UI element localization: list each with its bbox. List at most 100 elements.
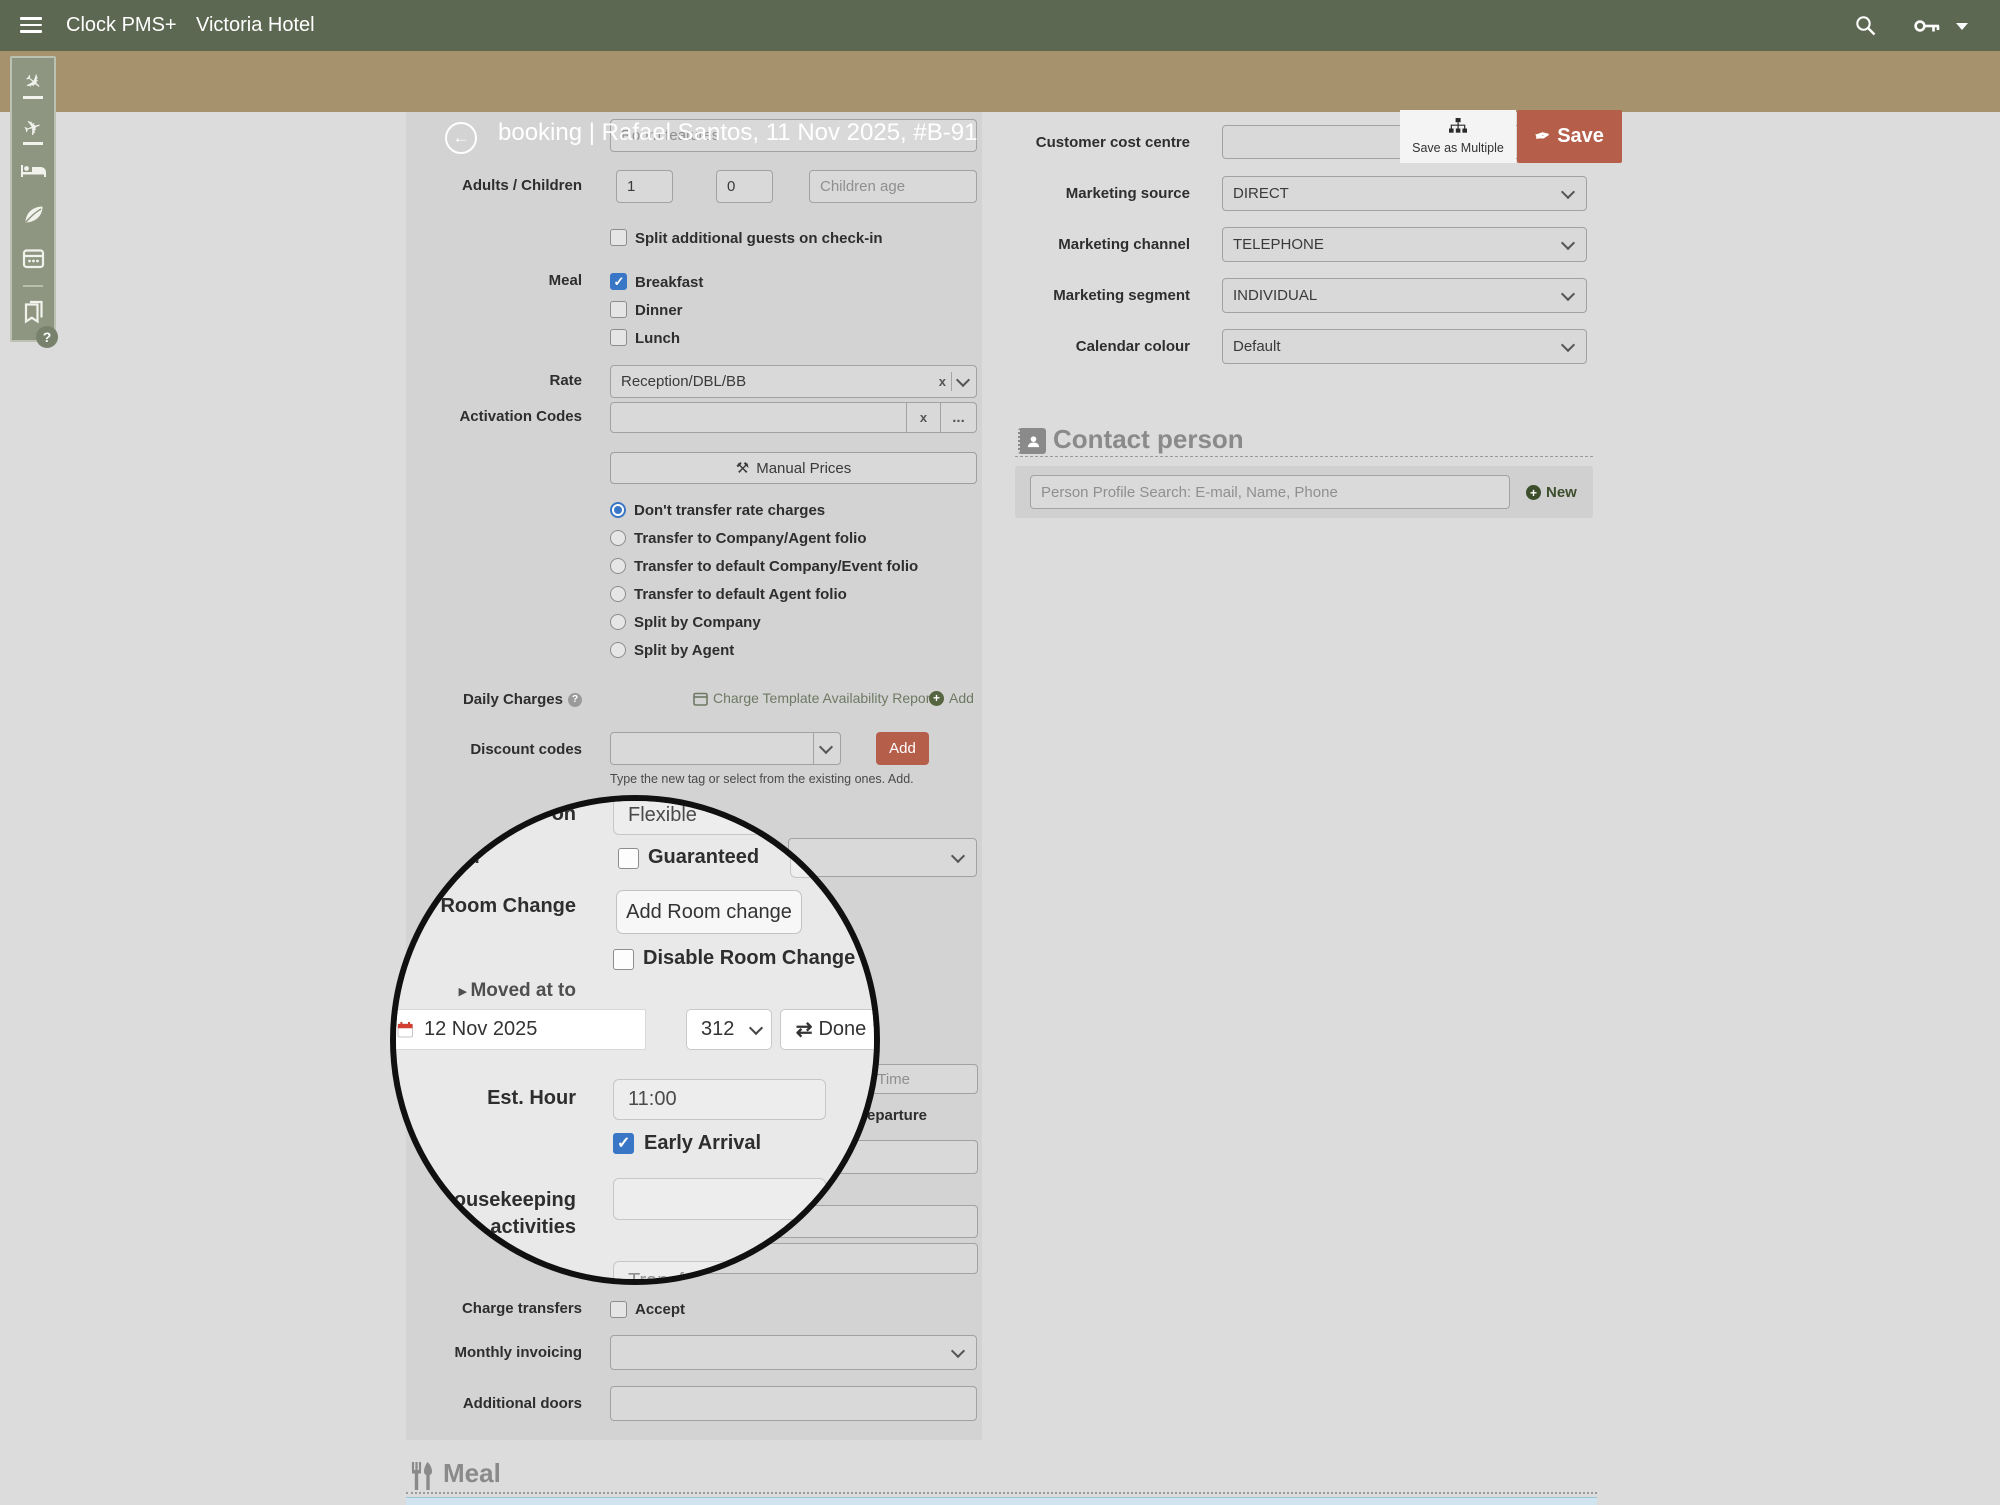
page-title: booking | Rafael Santos, 11 Nov 2025, #B… xyxy=(498,119,978,146)
triangle-right-icon: ▸ xyxy=(458,983,467,1000)
additional-doors-input[interactable] xyxy=(610,1386,977,1421)
guarantee-select-fragment[interactable] xyxy=(790,838,874,878)
adults-input[interactable]: 1 xyxy=(616,170,673,203)
new-contact-button[interactable]: + New xyxy=(1526,484,1577,501)
activation-more-button[interactable]: ... xyxy=(940,402,977,433)
split-guests-checkbox[interactable] xyxy=(610,229,627,246)
monthly-invoicing-select[interactable] xyxy=(610,1335,977,1370)
marketing-segment-select[interactable]: INDIVIDUAL xyxy=(1222,278,1587,313)
discount-codes-input[interactable] xyxy=(610,732,814,765)
marketing-segment-label: Marketing segment xyxy=(1053,287,1190,304)
adults-children-label: Adults / Children xyxy=(462,177,582,194)
moved-at-to-label[interactable]: ▸ Moved at to xyxy=(458,980,576,1001)
save-as-multiple-button[interactable]: Save as Multiple xyxy=(1400,110,1516,163)
daily-charges-add-link[interactable]: + Add xyxy=(929,690,974,706)
housekeeping-input[interactable] xyxy=(613,1178,826,1220)
calendar-colour-select[interactable]: Default xyxy=(1222,329,1587,364)
utensils-icon xyxy=(409,1461,436,1496)
accept-checkbox[interactable] xyxy=(610,1301,627,1318)
calendar-small-icon xyxy=(693,692,708,706)
radio-transfer-company-agent[interactable] xyxy=(610,530,626,546)
guaranteed-checkbox[interactable] xyxy=(618,848,639,869)
rate-value: Reception/DBL/BB xyxy=(621,373,747,390)
back-button[interactable]: ← xyxy=(445,122,477,154)
moved-date-input[interactable]: 12 Nov 2025 xyxy=(396,1009,646,1050)
contact-person-divider xyxy=(1015,456,1593,457)
bed-icon[interactable] xyxy=(12,160,54,181)
breakfast-checkbox[interactable] xyxy=(610,273,627,290)
leaf-icon[interactable] xyxy=(12,203,54,226)
plane-landing-icon[interactable]: ✈ xyxy=(18,68,48,99)
guaranteed-label: Guaranteed xyxy=(648,846,760,868)
moved-room-select[interactable]: 312 xyxy=(686,1009,772,1050)
pen-icon: ✒ xyxy=(1533,124,1552,148)
radio-transfer-default-company[interactable] xyxy=(610,558,626,574)
hamburger-menu-icon[interactable] xyxy=(20,17,42,37)
lunch-checkbox[interactable] xyxy=(610,329,627,346)
cancellation-label-partial: on xyxy=(551,803,576,825)
help-button[interactable]: ? xyxy=(36,326,58,348)
chevron-down-icon[interactable] xyxy=(1956,23,1968,30)
contact-card-icon xyxy=(1018,428,1046,454)
early-arrival-checkbox[interactable] xyxy=(613,1133,634,1154)
dinner-checkbox[interactable] xyxy=(610,301,627,318)
meal-table-row-partial xyxy=(406,1497,1597,1505)
hotel-name[interactable]: Victoria Hotel xyxy=(196,14,315,36)
discount-codes-label: Discount codes xyxy=(470,741,582,758)
app-title[interactable]: Clock PMS+ xyxy=(66,14,177,36)
calendar-icon[interactable] xyxy=(12,247,54,270)
disable-room-change-checkbox[interactable] xyxy=(613,949,634,970)
room-features-input[interactable]: Room features xyxy=(610,119,977,152)
radio-transfer-default-agent[interactable] xyxy=(610,586,626,602)
search-icon[interactable] xyxy=(1854,14,1877,42)
marketing-source-select[interactable]: DIRECT xyxy=(1222,176,1587,211)
transfer-input-partial[interactable]: Transfer xyxy=(613,1261,831,1279)
discount-caret-button[interactable] xyxy=(813,732,841,765)
magnifier-lens: on Flexible Gu Guaranteed Room Change Ad… xyxy=(390,795,880,1285)
activation-codes-input[interactable] xyxy=(610,402,907,433)
guarantee-label-partial: Gu xyxy=(452,846,480,868)
rate-label: Rate xyxy=(549,372,582,389)
save-button[interactable]: ✒ Save xyxy=(1517,110,1622,163)
save-as-multiple-label: Save as Multiple xyxy=(1412,141,1504,155)
est-hour-input[interactable]: 11:00 xyxy=(613,1079,826,1120)
children-input[interactable]: 0 xyxy=(716,170,773,203)
radio-transfer-default-agent-label: Transfer to default Agent folio xyxy=(634,586,847,603)
radio-split-agent[interactable] xyxy=(610,642,626,658)
add-room-change-button[interactable]: Add Room change xyxy=(616,890,802,934)
accept-label: Accept xyxy=(635,1301,686,1318)
done-button[interactable]: ⇄ Done xyxy=(780,1009,874,1050)
left-toolbar: ✈ ✈ xyxy=(10,56,56,342)
est-hour-label: Est. Hour xyxy=(487,1087,576,1109)
marketing-channel-select[interactable]: TELEPHONE xyxy=(1222,227,1587,262)
radio-split-company[interactable] xyxy=(610,614,626,630)
discount-add-button[interactable]: Add xyxy=(876,732,929,765)
question-circle-icon[interactable]: ? xyxy=(568,693,582,708)
input-partial-1[interactable] xyxy=(836,1140,978,1174)
save-label: Save xyxy=(1557,125,1604,147)
person-profile-search-input[interactable]: Person Profile Search: E-mail, Name, Pho… xyxy=(1030,475,1510,509)
manual-prices-button[interactable]: ⚒ Manual Prices xyxy=(610,452,977,484)
rate-clear-icon[interactable]: x xyxy=(938,374,946,389)
plus-circle-icon: + xyxy=(1526,485,1541,500)
toolbar-divider xyxy=(23,285,43,287)
charge-template-link[interactable]: Charge Template Availability Report xyxy=(693,690,934,706)
flexible-input[interactable]: Flexible xyxy=(613,801,831,835)
radio-dont-transfer[interactable] xyxy=(610,502,626,518)
radio-split-agent-label: Split by Agent xyxy=(634,642,735,659)
children-age-input[interactable]: Children age xyxy=(809,170,977,203)
rate-chevron-icon[interactable] xyxy=(955,372,971,387)
radio-transfer-company-agent-label: Transfer to Company/Agent folio xyxy=(634,530,867,547)
breakfast-label: Breakfast xyxy=(635,274,704,291)
plane-takeoff-icon[interactable]: ✈ xyxy=(12,115,54,145)
book-icon[interactable] xyxy=(12,300,54,325)
disable-room-change-label: Disable Room Change xyxy=(643,947,856,969)
monthly-invoicing-label: Monthly invoicing xyxy=(454,1344,583,1361)
meal-section-divider xyxy=(406,1492,1597,1494)
housekeeping-activities-label: housekeeping activities xyxy=(441,1189,576,1238)
room-change-label: Room Change xyxy=(440,895,576,917)
key-icon[interactable] xyxy=(1914,18,1941,40)
activation-clear-button[interactable]: x xyxy=(906,402,941,433)
rate-select[interactable]: Reception/DBL/BB x xyxy=(610,365,977,398)
